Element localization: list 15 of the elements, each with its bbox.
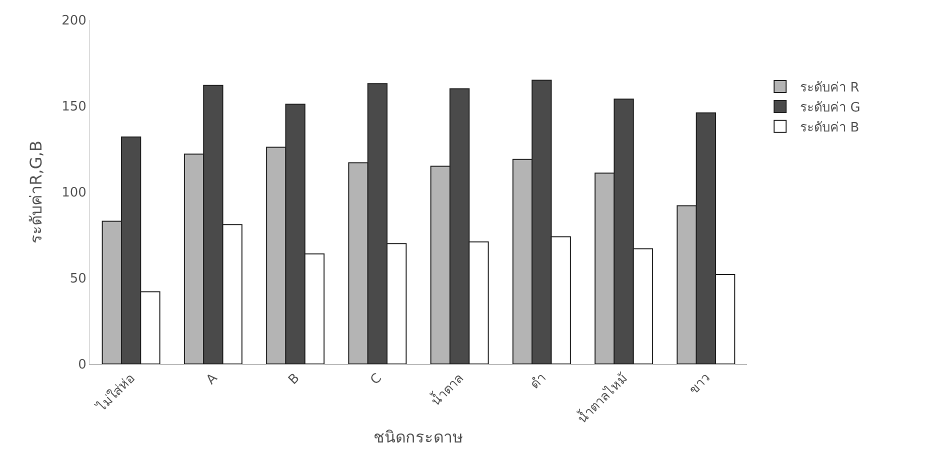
y-tick-label: 0: [78, 358, 86, 373]
y-tick-label: 50: [70, 272, 86, 287]
x-tick-label: C: [368, 370, 385, 388]
legend-label: ระดับค่า B: [800, 120, 860, 136]
x-tick-label: A: [204, 370, 221, 388]
x-axis-title: ชนิดกระดาษ: [374, 427, 464, 446]
legend-label: ระดับค่า R: [800, 80, 860, 96]
y-tick-label: 100: [62, 186, 86, 201]
x-tick-label: B: [286, 370, 303, 388]
x-tick-label: ดำ: [528, 370, 550, 392]
y-axis-title: ระดับค่าR,G,B: [26, 140, 46, 244]
y-tick-label: 200: [62, 14, 86, 29]
legend-label: ระดับค่า G: [800, 100, 860, 116]
y-tick-label: 150: [62, 100, 86, 115]
x-tick-label: ขาว: [686, 370, 714, 398]
